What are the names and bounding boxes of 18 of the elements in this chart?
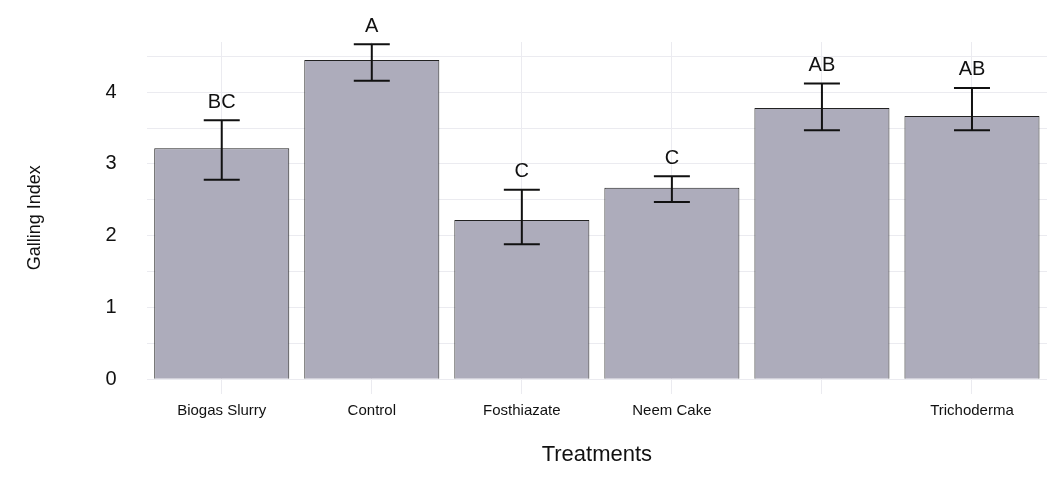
x-tick-label: Neem Cake	[632, 400, 712, 418]
y-tick-label: 2	[105, 223, 117, 246]
y-axis-title: Galling Index	[23, 165, 44, 271]
y-tick-label: 1	[105, 295, 117, 318]
annotation: C	[514, 159, 530, 182]
annotation: BC	[207, 89, 236, 112]
annotation: A	[365, 13, 380, 36]
y-tick-label: 0	[105, 366, 117, 389]
x-tick-label: Biogas Slurry	[177, 400, 267, 418]
x-tick-label: Control	[347, 400, 396, 418]
x-tick-label: Fosthiazate	[483, 400, 561, 418]
x-tick-label: Trichoderma	[930, 400, 1015, 418]
x-axis-title: Treatments	[541, 440, 653, 466]
y-tick-label: 3	[105, 151, 117, 174]
annotation: AB	[958, 57, 986, 80]
annotation: C	[664, 145, 680, 168]
annotation: AB	[808, 53, 836, 76]
y-tick-label: 4	[105, 79, 117, 102]
